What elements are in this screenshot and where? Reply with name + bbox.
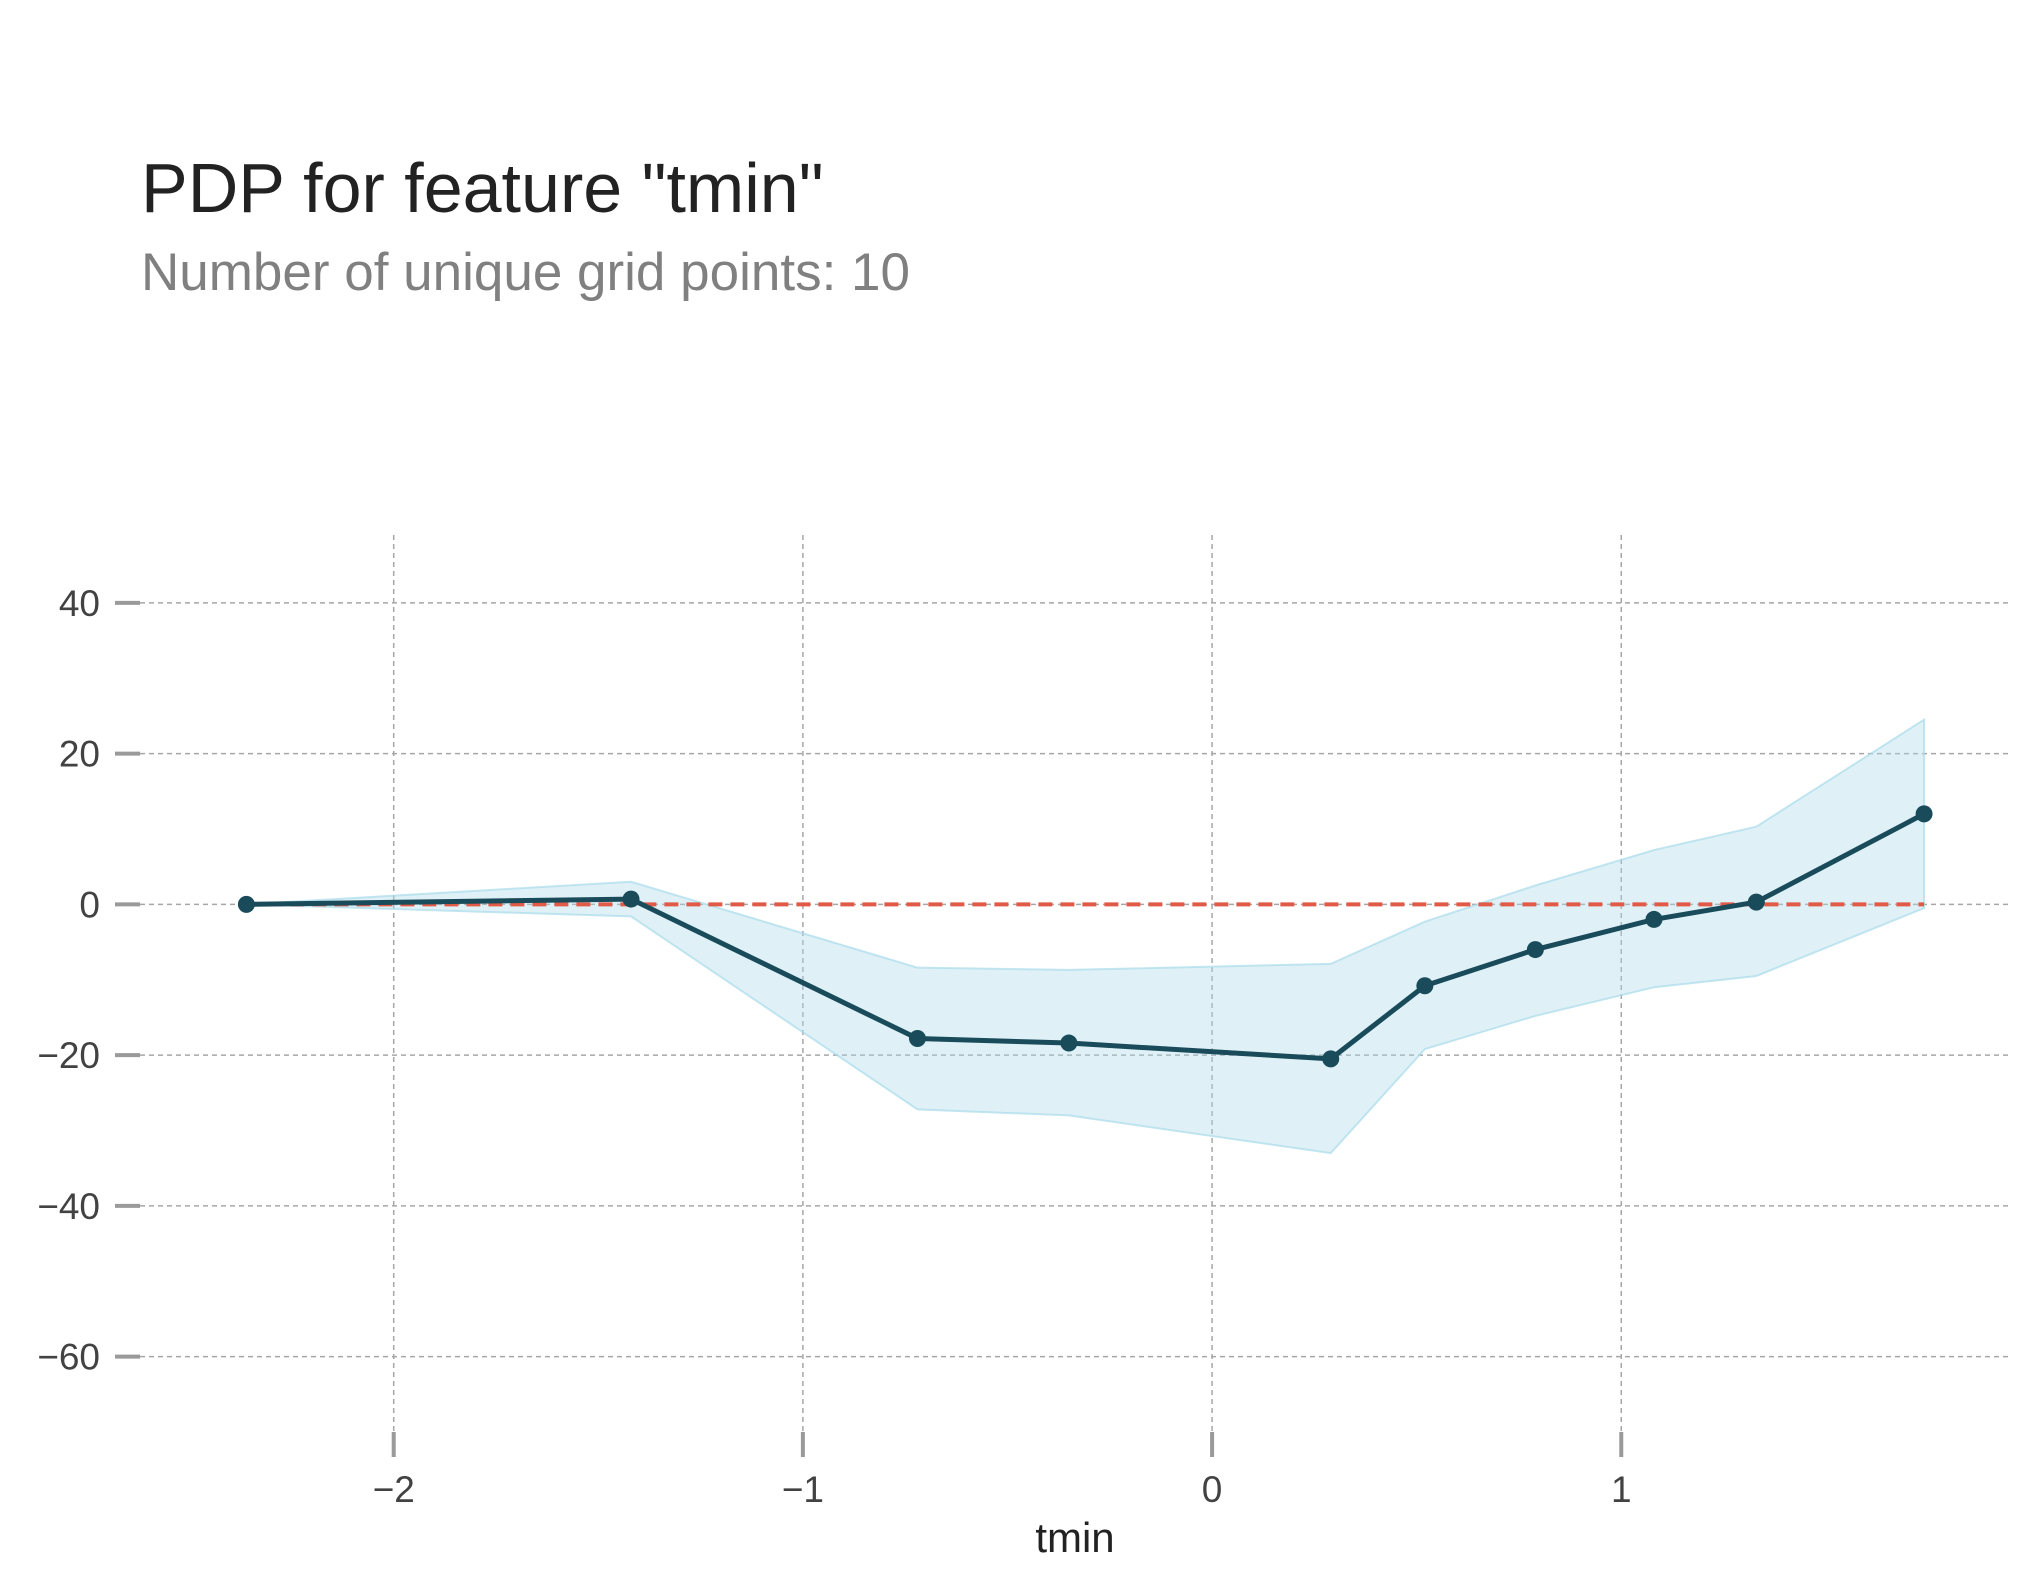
pdp-point: [1747, 893, 1765, 911]
pdp-point: [1645, 910, 1663, 928]
y-tick-label: −60: [37, 1337, 100, 1378]
pdp-point: [1322, 1050, 1340, 1068]
x-tick-label: 0: [1202, 1469, 1223, 1510]
x-tick-label: −2: [373, 1469, 415, 1510]
pdp-point: [1915, 805, 1933, 823]
x-tick-label: 1: [1611, 1469, 1632, 1510]
y-tick-label: 20: [59, 734, 100, 775]
pdp-point: [908, 1030, 926, 1048]
confidence-band: [246, 717, 1926, 1155]
pdp-point: [237, 895, 255, 913]
pdp-series: [237, 805, 1933, 1068]
pdp-line: [246, 811, 1926, 1062]
x-tick-label: −1: [782, 1469, 824, 1510]
grid-lines: [140, 535, 2010, 1432]
pdp-point: [1060, 1034, 1078, 1052]
y-tick-label: 40: [59, 583, 100, 624]
chart-title: PDP for feature "tmin": [141, 149, 824, 227]
pdp-point: [1416, 977, 1434, 995]
pdp-point: [622, 890, 640, 908]
y-tick-label: −20: [37, 1035, 100, 1076]
x-axis-label: tmin: [1035, 1514, 1114, 1561]
axis-ticks: 40 20 0 −20 −40 −60 −2 −1 0 1: [37, 583, 1631, 1510]
y-tick-label: −40: [37, 1186, 100, 1227]
y-tick-label: 0: [79, 884, 100, 925]
pdp-point: [1526, 941, 1544, 959]
confidence-band-area: [246, 717, 1926, 1155]
chart-subtitle: Number of unique grid points: 10: [141, 243, 910, 302]
